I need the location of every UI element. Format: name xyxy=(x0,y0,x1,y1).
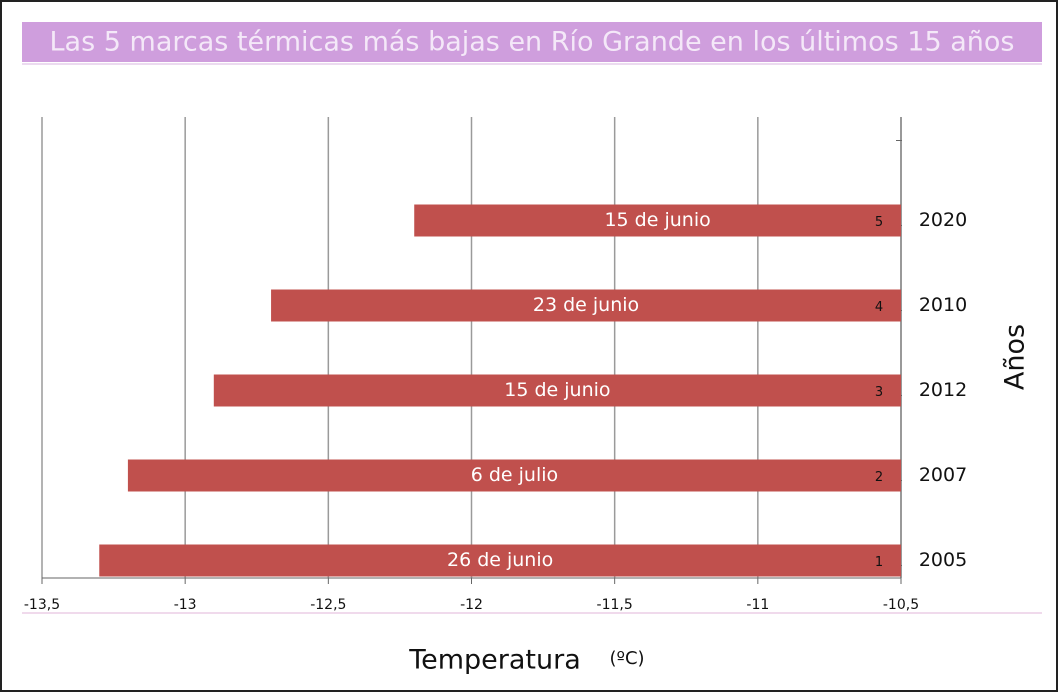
y-tick-label: 2010 xyxy=(919,294,967,316)
y-tick-label: 2005 xyxy=(919,549,967,571)
bar xyxy=(127,459,901,492)
x-tick-label: -10,5 xyxy=(883,597,919,613)
x-tick-label: -12,5 xyxy=(310,597,346,613)
rank-label: 1 xyxy=(875,555,883,570)
bar xyxy=(414,204,901,237)
x-axis-label: Temperatura xyxy=(408,645,581,676)
bar-label: 23 de junio xyxy=(533,294,639,316)
y-axis-label: Años xyxy=(1000,324,1031,390)
bar-label: 26 de junio xyxy=(447,549,553,571)
y-tick-label: 2020 xyxy=(919,209,967,231)
rank-label: 4 xyxy=(875,300,883,315)
chart-title: Las 5 marcas térmicas más bajas en Río G… xyxy=(50,27,1015,58)
x-tick-label: -11 xyxy=(746,597,769,613)
x-tick-label: -11,5 xyxy=(597,597,633,613)
rank-label: 5 xyxy=(875,215,883,230)
bar-label: 15 de junio xyxy=(604,209,710,231)
x-tick-label: -12 xyxy=(460,597,483,613)
bar xyxy=(213,374,902,407)
bar-label: 15 de junio xyxy=(504,379,610,401)
rank-label: 3 xyxy=(875,385,883,400)
y-tick-label: 2007 xyxy=(919,464,967,486)
x-tick-label: -13,5 xyxy=(24,597,60,613)
bar xyxy=(271,289,902,322)
bar-label: 6 de julio xyxy=(471,464,558,486)
bar xyxy=(99,544,902,577)
rank-label: 2 xyxy=(875,470,883,485)
x-axis-unit: (ºC) xyxy=(609,648,644,669)
y-tick-label: 2012 xyxy=(919,379,967,401)
title-box xyxy=(22,22,1042,62)
x-tick-label: -13 xyxy=(174,597,197,613)
